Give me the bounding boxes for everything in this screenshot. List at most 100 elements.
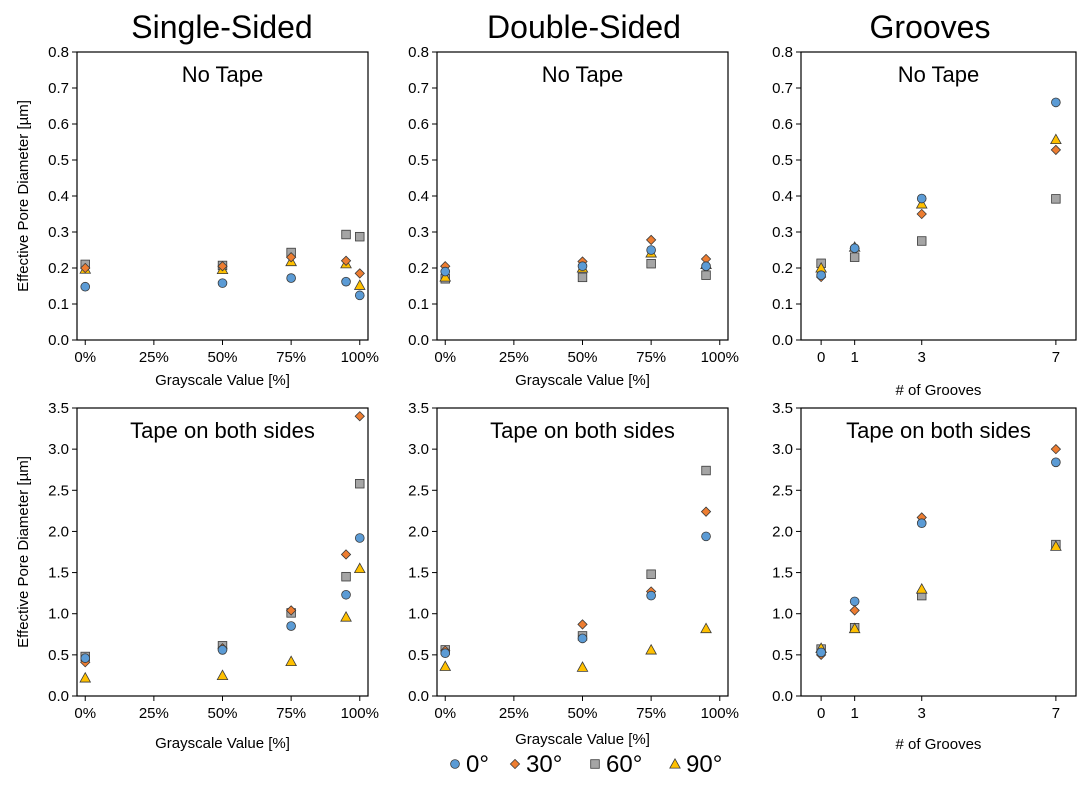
panel-title: Tape on both sides xyxy=(130,418,315,443)
data-point-circle xyxy=(80,653,91,663)
data-point-circle xyxy=(701,531,711,542)
column-title-single-sided: Single-Sided xyxy=(131,9,312,45)
y-tick-label: 3.0 xyxy=(408,441,429,458)
y-tick-label: 0.5 xyxy=(408,647,429,664)
data-point-diamond xyxy=(849,605,860,616)
y-tick-label: 0.2 xyxy=(48,260,69,277)
data-point-square xyxy=(341,571,351,582)
ylabel-bottom: Effective Pore Diameter [µm] xyxy=(15,456,32,648)
plot-frame xyxy=(800,51,1077,341)
data-point-circle xyxy=(849,596,860,607)
legend: 0° 30° 60° 90° xyxy=(450,751,722,778)
y-tick-label: 3.5 xyxy=(408,400,429,417)
data-point-circle xyxy=(80,281,91,292)
column-title-double-sided: Double-Sided xyxy=(487,9,681,45)
y-tick-label: 0.0 xyxy=(772,688,793,705)
data-point-triangle xyxy=(1049,540,1062,551)
data-point-circle xyxy=(577,633,588,644)
data-point-circle xyxy=(440,266,451,277)
y-tick-label: 0.0 xyxy=(408,688,429,705)
y-tick-label: 1.5 xyxy=(408,565,429,582)
x-tick-label: 0% xyxy=(74,705,96,722)
data-point-circle xyxy=(354,533,365,543)
data-point-triangle xyxy=(285,655,298,666)
y-tick-label: 0.6 xyxy=(772,116,793,133)
y-tick-label: 0.8 xyxy=(772,44,793,61)
data-point-circle xyxy=(1051,457,1061,468)
legend-item: 0° xyxy=(450,751,489,778)
y-tick-label: 0.1 xyxy=(48,296,69,313)
data-point-diamond xyxy=(577,619,588,630)
x-tick-label: 3 xyxy=(918,349,926,366)
x-tick-label: 25% xyxy=(499,705,529,722)
y-tick-label: 1.0 xyxy=(408,606,429,623)
data-point-square xyxy=(577,272,588,283)
data-point-triangle xyxy=(353,562,366,574)
data-point-circle xyxy=(816,647,826,658)
data-point-triangle xyxy=(915,197,928,209)
data-point-circle xyxy=(286,621,296,631)
x-axis-label: Grayscale Value [%] xyxy=(155,735,290,752)
y-tick-label: 3.0 xyxy=(48,441,69,458)
data-point-circle xyxy=(217,278,228,288)
y-tick-label: 0.2 xyxy=(772,260,793,277)
data-point-diamond xyxy=(285,252,297,263)
data-point-square xyxy=(917,236,927,246)
data-point-triangle xyxy=(848,622,861,634)
panel-title: No Tape xyxy=(542,62,624,87)
data-point-circle xyxy=(646,245,656,255)
y-tick-label: 0.0 xyxy=(48,332,69,349)
y-tick-label: 0.5 xyxy=(772,647,793,664)
data-point-triangle xyxy=(439,270,452,282)
y-tick-label: 0.5 xyxy=(772,152,793,169)
data-point-diamond xyxy=(1050,443,1062,455)
data-point-square xyxy=(355,231,365,242)
data-point-diamond xyxy=(700,506,712,517)
data-point-square xyxy=(849,252,860,262)
legend-label: 90° xyxy=(686,751,722,778)
panel-4: Tape on both sides 0.0 0.5 1.0 1.5 2.0 2.5 3.0 3… xyxy=(48,400,379,752)
x-tick-label: 50% xyxy=(207,349,237,366)
y-tick-label: 0.5 xyxy=(408,152,429,169)
legend-label: 0° xyxy=(466,751,489,778)
data-point-diamond xyxy=(340,255,352,266)
y-tick-label: 0.6 xyxy=(48,116,69,133)
data-point-triangle xyxy=(79,671,92,683)
x-tick-label: 50% xyxy=(567,705,597,722)
x-tick-label: 1 xyxy=(850,349,858,366)
data-point-circle xyxy=(1051,97,1061,108)
plot-frame xyxy=(800,407,1077,697)
x-tick-label: 25% xyxy=(139,705,169,722)
data-point-triangle xyxy=(700,622,712,634)
y-tick-label: 1.5 xyxy=(48,565,69,582)
data-point-triangle xyxy=(216,669,229,680)
y-tick-label: 0.0 xyxy=(48,688,69,705)
x-tick-label: 50% xyxy=(567,349,597,366)
x-tick-label: 0% xyxy=(434,705,456,722)
y-tick-label: 1.5 xyxy=(772,565,793,582)
x-tick-label: 50% xyxy=(207,705,237,722)
y-tick-label: 0.7 xyxy=(408,80,429,97)
data-point-triangle xyxy=(645,643,658,655)
y-tick-label: 0.8 xyxy=(48,44,69,61)
y-tick-label: 0.1 xyxy=(772,296,793,313)
y-tick-label: 0.0 xyxy=(772,332,793,349)
y-tick-label: 3.5 xyxy=(772,400,793,417)
x-axis-label: Grayscale Value [%] xyxy=(155,372,290,389)
panel-title: Tape on both sides xyxy=(846,418,1031,443)
data-point-diamond xyxy=(217,261,228,272)
panels: No Tape 0.0 0.1 0.2 0.3 0.4 0.5 0.6 0.7 0.8 0% 25% 5… xyxy=(48,44,1077,753)
data-point-square xyxy=(701,465,711,476)
data-point-square xyxy=(1051,194,1061,204)
y-tick-label: 0.1 xyxy=(408,296,429,313)
y-tick-label: 1.0 xyxy=(48,606,69,623)
data-point-circle xyxy=(440,648,451,659)
y-tick-label: 2.5 xyxy=(772,482,793,499)
panel-1: No Tape 0.0 0.1 0.2 0.3 0.4 0.5 0.6 0.7 0.8 0% 25% 5… xyxy=(48,44,379,389)
y-tick-label: 0.2 xyxy=(408,260,429,277)
data-point-diamond xyxy=(80,262,91,274)
plot-frame xyxy=(436,407,729,697)
y-tick-label: 0.7 xyxy=(772,80,793,97)
x-tick-label: 7 xyxy=(1052,705,1060,722)
